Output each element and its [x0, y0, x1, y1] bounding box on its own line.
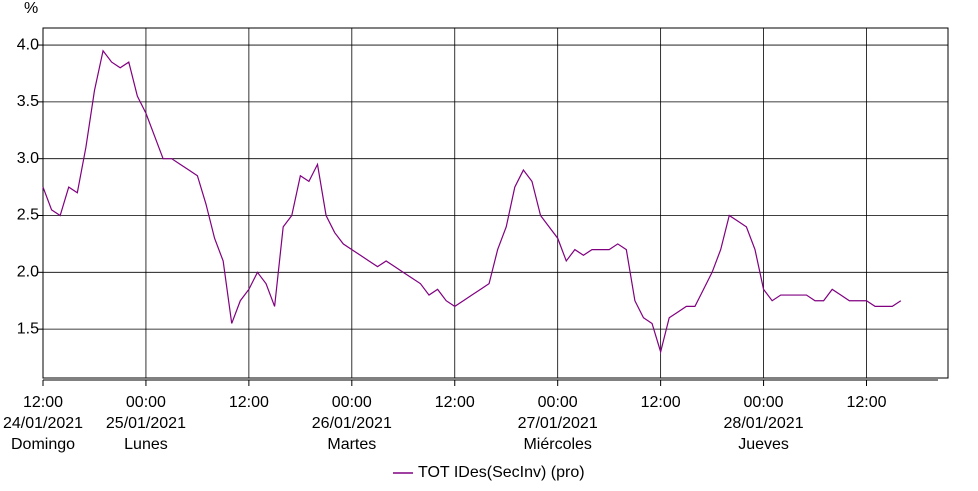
y-tick-label: 2.5: [17, 207, 39, 224]
y-tick-label: 1.5: [17, 320, 39, 337]
x-tick-label: 12:00: [23, 394, 63, 411]
x-tick-label: 12:00: [229, 394, 269, 411]
x-tick-label: 00:00: [126, 394, 166, 411]
data-line: [42, 49, 902, 355]
y-tick-label: 4.0: [17, 36, 39, 53]
plot-area: [42, 27, 949, 379]
x-tick-label: 12:00: [435, 394, 475, 411]
legend-label: TOT IDes(SecInv) (pro): [418, 464, 585, 481]
day-label: Domingo: [11, 436, 75, 453]
x-tick-label: 00:00: [332, 394, 372, 411]
date-label: 24/01/2021: [3, 415, 83, 432]
x-tick-label: 12:00: [846, 394, 886, 411]
day-label: Lunes: [124, 436, 168, 453]
x-tick-label: 00:00: [538, 394, 578, 411]
x-tick-label: 12:00: [641, 394, 681, 411]
y-tick-label: 3.0: [17, 150, 39, 167]
date-label: 27/01/2021: [518, 415, 598, 432]
date-label: 28/01/2021: [724, 415, 804, 432]
day-label: Martes: [327, 436, 376, 453]
day-label: Jueves: [738, 436, 789, 453]
y-tick-label: 3.5: [17, 93, 39, 110]
y-axis-label: %: [24, 0, 38, 17]
date-label: 26/01/2021: [312, 415, 392, 432]
date-label: 25/01/2021: [106, 415, 186, 432]
y-tick-label: 2.0: [17, 264, 39, 281]
x-tick-label: 00:00: [744, 394, 784, 411]
day-label: Miércoles: [523, 436, 591, 453]
